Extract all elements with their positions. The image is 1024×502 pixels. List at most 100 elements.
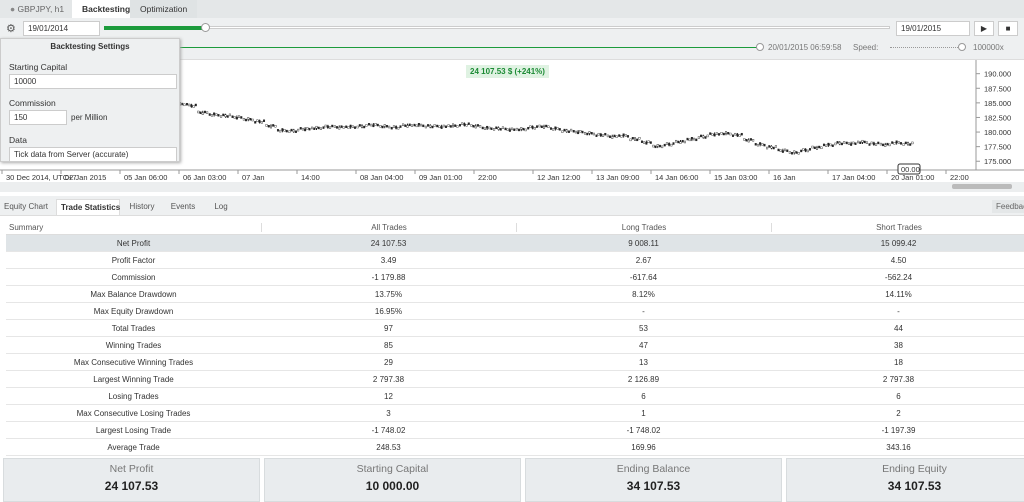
candle [558,128,561,131]
time-knob [756,43,764,51]
stop-button[interactable]: ■ [998,21,1018,36]
candle [686,137,689,141]
tab[interactable]: Optimization [130,0,198,18]
capital-input[interactable]: 10000 [9,74,177,89]
candle [524,128,527,132]
candle [852,141,855,145]
candle [508,129,511,132]
summary-card: Ending Equity 34 107.53 [786,458,1024,502]
table-cell: Average Trade [107,443,160,452]
tab[interactable]: Events [170,202,196,211]
candle [490,127,493,130]
candle [581,130,584,134]
candle [645,142,648,145]
end-date[interactable]: 19/01/2015 [896,21,970,36]
candle [185,102,188,106]
candle [574,130,577,134]
candle [781,150,784,153]
speed-label: Speed: [853,43,879,52]
candle [404,124,407,127]
candle [270,125,273,129]
candle [481,126,484,130]
candle [711,133,714,136]
feedback-button[interactable]: Feedback [992,200,1024,213]
candle [643,141,646,144]
candle [297,128,300,132]
candle [313,127,316,130]
summary-card: Starting Capital 10 000.00 [264,458,521,502]
start-date[interactable]: 19/01/2014 [23,21,100,36]
play-button[interactable]: ▶ [974,21,994,36]
x-tick-label: 06 Jan 03:00 [183,173,226,182]
candle [675,139,678,143]
table-row: Max Equity Drawdown 16.95% - - [6,303,1024,320]
speed-knob[interactable] [958,43,966,51]
candle [479,125,482,128]
candle [274,125,277,128]
candle [702,135,705,138]
candle [483,127,486,130]
tab[interactable]: Log [214,202,228,211]
data-select[interactable]: Tick data from Server (accurate) [9,147,177,162]
candle [294,130,297,133]
tab[interactable]: Backtesting [72,0,141,18]
table-cell: 14.11% [885,290,912,299]
candle [315,125,318,129]
candle [543,126,546,129]
candle [465,124,468,127]
table-row: Average Trade 248.53 169.96 343.16 [6,439,1024,456]
table-row: Max Balance Drawdown 13.75% 8.12% 14.11% [6,286,1024,303]
candle [802,148,805,151]
candle [406,125,409,128]
table-cell: 6 [896,392,901,401]
candle [774,145,777,148]
commission-input[interactable]: 150 [9,110,67,125]
scroll-thumb[interactable] [952,184,1012,189]
candle [242,118,245,121]
candle [290,128,293,132]
table-cell: Max Balance Drawdown [90,290,177,299]
candle [818,145,821,149]
candle [333,125,336,128]
candle [800,149,803,153]
candle [806,149,809,153]
candle [631,137,634,140]
candle [420,123,423,127]
gear-icon[interactable]: ⚙ [6,23,16,35]
candle [850,143,853,146]
candle [624,134,627,137]
table-cell: - [897,307,900,316]
candle [811,145,814,149]
top-bar [0,0,1024,18]
table-cell: Profit Factor [111,256,156,265]
candle [201,112,204,115]
tab[interactable]: Equity Chart [4,202,49,211]
candle [279,129,282,133]
x-tick-label: 15 Jan 03:00 [714,173,757,182]
tab[interactable]: ● GBPJPY, h1 [10,4,65,14]
table-row: Commission -1 179.88 -617.64 -562.24 [6,269,1024,286]
candle [656,144,659,147]
tab[interactable]: History [129,202,155,211]
tab[interactable]: Trade Statistics [56,199,120,215]
candle [183,103,186,107]
candle [381,125,384,129]
candle [809,148,812,151]
candle [438,125,441,129]
progress-knob[interactable] [201,23,210,32]
candle [547,125,550,129]
candle [265,124,268,127]
candle [283,129,286,132]
table-cell: 8.12% [632,290,655,299]
candle [267,125,270,128]
candle [408,123,411,127]
candle [606,134,609,138]
unit: per Million [71,113,108,122]
candle [235,117,238,120]
candle [501,126,504,129]
candle [336,126,339,129]
candle [891,141,894,144]
candle [872,142,875,145]
table-cell: 44 [894,324,903,333]
candle [740,132,743,136]
